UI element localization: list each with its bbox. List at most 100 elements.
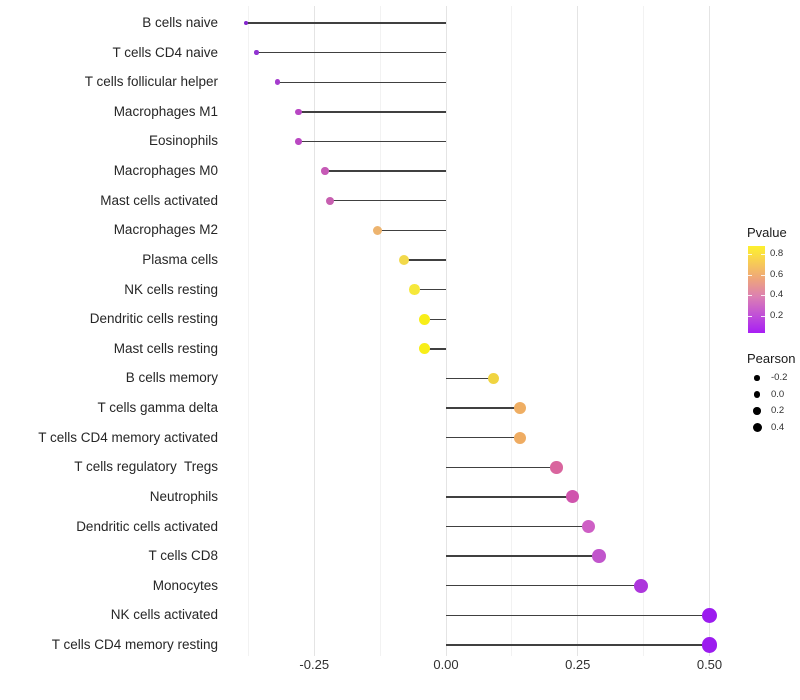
colorbar-tick-mark (761, 254, 765, 256)
lollipop-dot (581, 519, 596, 534)
lollipop-dot (633, 578, 649, 594)
pearson-legend-dot (753, 391, 761, 398)
gridline-minor (379, 6, 381, 656)
lollipop-stem (377, 229, 446, 232)
lollipop-dot (419, 343, 431, 355)
y-axis-label: Mast cells activated (100, 192, 218, 208)
x-axis-tick-label: -0.25 (299, 657, 330, 672)
x-axis-tick-label: 0.00 (433, 657, 459, 672)
lollipop-stem (446, 377, 494, 380)
lollipop-dot (398, 254, 409, 265)
lollipop-dot (321, 167, 329, 175)
lollipop-stem (330, 200, 446, 202)
pearson-legend-dot (753, 407, 761, 415)
colorbar-tick-mark (748, 254, 752, 256)
y-axis-label: NK cells activated (110, 607, 218, 623)
y-axis-label: B cells naive (142, 15, 218, 30)
lollipop-dot (372, 225, 383, 236)
y-axis-label: Eosinophils (148, 133, 218, 149)
colorbar-tick-label: 0.8 (770, 248, 784, 260)
lollipop-stem (446, 407, 520, 409)
y-axis-label: Plasma cells (142, 251, 218, 267)
lollipop-dot (701, 607, 718, 624)
gridline-major (313, 6, 315, 656)
pearson-legend-dot (754, 375, 760, 381)
y-axis-label: Dendritic cells activated (76, 518, 218, 534)
pearson-legend-label: 0.4 (771, 421, 785, 433)
lollipop-dot (701, 637, 718, 653)
lollipop-stem (446, 614, 710, 617)
y-axis-label: T cells follicular helper (84, 74, 218, 90)
gridline-minor (511, 6, 513, 656)
lollipop-stem (424, 318, 446, 320)
x-axis-tick-label: 0.50 (696, 657, 723, 672)
lollipop-stem (414, 288, 446, 291)
lollipop-dot (487, 372, 500, 385)
lollipop-stem (446, 466, 557, 468)
gridline-minor (247, 6, 249, 656)
colorbar-tick-mark (748, 295, 752, 297)
y-axis-label: T cells CD4 memory activated (38, 429, 218, 445)
lollipop-dot (295, 138, 302, 145)
y-axis-label: T cells CD8 (148, 548, 218, 564)
lollipop-stem (446, 644, 710, 646)
lollipop-dot (274, 79, 281, 85)
y-axis-label: Monocytes (152, 577, 218, 593)
lollipop-stem (446, 436, 520, 439)
gridline-major (577, 6, 579, 656)
y-axis-label: T cells CD4 naive (112, 44, 218, 60)
lollipop-dot (592, 549, 606, 563)
y-axis-label: NK cells resting (124, 281, 218, 297)
colorbar-tick-label: 0.4 (770, 289, 784, 301)
lollipop-stem (298, 111, 446, 113)
pvalue-colorbar (748, 246, 765, 333)
lollipop-dot (513, 402, 526, 415)
y-axis-label: Macrophages M0 (113, 163, 218, 179)
pvalue-legend-title: Pvalue (747, 225, 787, 240)
lollipop-stem (298, 140, 446, 143)
pearson-legend-label: -0.2 (771, 372, 788, 383)
lollipop-dot (513, 431, 526, 444)
x-axis-tick-label: 0.25 (565, 657, 591, 672)
lollipop-stem (446, 555, 599, 557)
colorbar-tick-label: 0.2 (770, 309, 784, 321)
lollipop-dot (550, 461, 563, 474)
lollipop-dot (326, 196, 335, 205)
pearson-legend-title: Pearson (747, 351, 796, 366)
pearson-legend-label: 0.2 (771, 405, 785, 416)
y-axis-label: Mast cells resting (113, 340, 218, 356)
colorbar-tick-label: 0.6 (770, 268, 784, 280)
colorbar-tick-mark (761, 295, 765, 297)
lollipop-stem (256, 51, 446, 54)
y-axis-label: T cells CD4 memory resting (51, 637, 218, 653)
lollipop-stem (324, 170, 446, 172)
lollipop-stem (446, 525, 589, 528)
y-axis-label: Neutrophils (149, 488, 218, 504)
y-axis-label: B cells memory (125, 370, 218, 386)
y-axis-label: T cells regulatory Tregs (74, 459, 218, 475)
lollipop-stem (446, 585, 641, 587)
colorbar-tick-mark (748, 315, 752, 317)
lollipop-dot (295, 108, 302, 116)
y-axis-label: Macrophages M2 (113, 222, 218, 238)
lollipop-stem (277, 81, 446, 83)
colorbar-tick-mark (761, 315, 765, 317)
lollipop-dot (243, 21, 248, 25)
lollipop-stem (245, 22, 446, 24)
gridline-major (445, 6, 447, 656)
y-axis-label: Dendritic cells resting (89, 311, 218, 327)
colorbar-tick-mark (748, 274, 752, 276)
lollipop-dot (254, 50, 259, 55)
y-axis-label: T cells gamma delta (97, 400, 218, 416)
colorbar-tick-mark (761, 274, 765, 276)
gridline-major (709, 6, 710, 656)
y-axis-label: Macrophages M1 (113, 103, 218, 119)
lollipop-dot (419, 313, 431, 325)
gridline-minor (643, 6, 645, 656)
pearson-legend-label: 0.0 (771, 388, 785, 400)
pearson-legend-dot (752, 423, 762, 432)
lollipop-stem (446, 496, 573, 498)
lollipop-dot (565, 490, 579, 504)
lollipop-dot (409, 284, 420, 295)
